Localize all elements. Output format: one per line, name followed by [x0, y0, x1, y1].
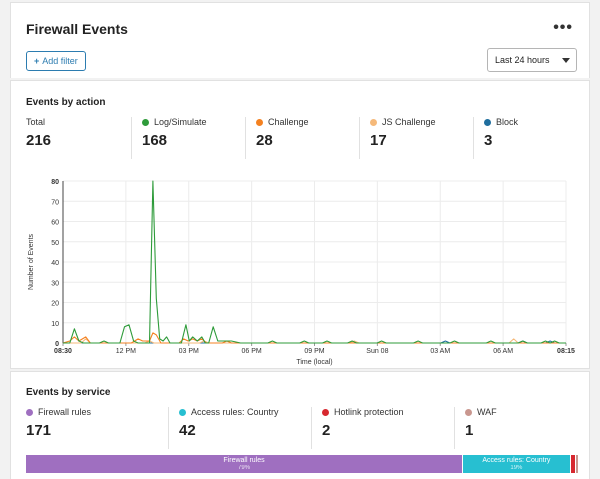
service-stats: Firewall rules 171 Access rules: Country…	[26, 407, 579, 449]
log-simulate-dot-icon	[142, 118, 149, 126]
stat-label: Log/Simulate	[154, 117, 207, 127]
x-axis-label: Time (local)	[296, 359, 332, 366]
stat-label: WAF	[477, 407, 497, 417]
segment-percent: 19%	[510, 465, 523, 471]
stat-log-simulate[interactable]: Log/Simulate 168	[131, 117, 245, 159]
access-rules-dot-icon	[179, 408, 186, 416]
events-line-chart[interactable]: 0 10 20 30 40 50 60 70 80 08:30 12 PM 03 PM 06 PM 09 …	[11, 81, 589, 368]
x-tick-label: 08:15	[557, 348, 575, 355]
header-card: Firewall Events ••• + Add filter Last 24 …	[10, 2, 590, 78]
stat-value: 42	[179, 422, 196, 439]
segment-label: Access rules: Country	[482, 457, 551, 464]
y-tick-label: 40	[51, 260, 59, 267]
x-tick-label: 12 PM	[116, 348, 136, 355]
stat-value: 216	[26, 132, 52, 149]
y-axis-label: Number of Events	[28, 233, 35, 290]
x-tick-label: 06 PM	[242, 348, 262, 355]
firewall-rules-dot-icon	[26, 408, 33, 416]
y-tick-label: 10	[51, 321, 59, 328]
y-tick-label: 20	[51, 301, 59, 308]
service-bar-segment[interactable]	[569, 455, 576, 473]
x-tick-label: 06 AM	[493, 348, 513, 355]
stat-challenge[interactable]: Challenge 28	[245, 117, 359, 159]
hotlink-dot-icon	[322, 408, 329, 416]
service-bar-segment[interactable]: Access rules: Country 19%	[462, 455, 570, 473]
stat-total: Total 216	[26, 117, 131, 159]
stat-value: 3	[484, 132, 493, 149]
x-tick-label: Sun 08	[366, 348, 388, 355]
y-tick-label: 60	[51, 220, 59, 227]
stat-access-rules-country[interactable]: Access rules: Country 42	[168, 407, 311, 449]
events-by-action-card: Events by action Total 216 Log/Simulate …	[10, 80, 590, 369]
stat-label: Access rules: Country	[191, 407, 279, 417]
x-tick-label: 03 AM	[430, 348, 450, 355]
segment-label: Firewall rules	[223, 457, 265, 464]
stat-label: JS Challenge	[382, 117, 436, 127]
stat-value: 17	[370, 132, 387, 149]
stat-hotlink-protection[interactable]: Hotlink protection 2	[311, 407, 454, 449]
service-bar-segment[interactable]	[575, 455, 578, 473]
y-tick-label: 50	[51, 240, 59, 247]
waf-dot-icon	[465, 408, 472, 416]
more-options-icon[interactable]: •••	[553, 19, 573, 36]
stat-js-challenge[interactable]: JS Challenge 17	[359, 117, 473, 159]
segment-percent: 79%	[238, 465, 251, 471]
stat-label: Block	[496, 117, 519, 127]
events-by-action-title: Events by action	[26, 97, 106, 108]
challenge-dot-icon	[256, 118, 263, 126]
stat-value: 1	[465, 422, 474, 439]
time-range-select[interactable]: Last 24 hours	[487, 48, 577, 72]
y-tick-label: 0	[55, 341, 59, 348]
stat-value: 28	[256, 132, 273, 149]
events-by-service-card: Events by service Firewall rules 171 Acc…	[10, 371, 590, 479]
service-bar-segment[interactable]: Firewall rules 79%	[26, 455, 463, 473]
stat-firewall-rules[interactable]: Firewall rules 171	[26, 407, 168, 449]
series-line-log-simulate	[63, 180, 566, 344]
y-tick-label: 80	[51, 179, 59, 186]
stat-value: 171	[26, 422, 52, 439]
stat-waf[interactable]: WAF 1	[454, 407, 554, 449]
x-tick-label: 03 PM	[179, 348, 199, 355]
x-tick-label: 09 PM	[304, 348, 324, 355]
plus-icon: +	[34, 56, 40, 66]
stat-value: 2	[322, 422, 331, 439]
js-challenge-dot-icon	[370, 118, 377, 126]
stat-label: Firewall rules	[38, 407, 92, 417]
action-stats: Total 216 Log/Simulate 168 Challenge 28 …	[26, 117, 579, 159]
stat-label: Hotlink protection	[334, 407, 404, 417]
block-dot-icon	[484, 118, 491, 126]
x-tick-label: 08:30	[54, 348, 72, 355]
time-range-value: Last 24 hours	[495, 55, 550, 65]
stat-value: 168	[142, 132, 168, 149]
add-filter-button[interactable]: + Add filter	[26, 51, 86, 71]
stat-label: Total	[26, 117, 46, 127]
add-filter-label: Add filter	[42, 56, 78, 66]
y-tick-label: 70	[51, 199, 59, 206]
events-by-service-title: Events by service	[26, 387, 111, 398]
stat-label: Challenge	[268, 117, 309, 127]
service-share-bar: Firewall rules 79% Access rules: Country 19…	[26, 455, 578, 473]
stat-block[interactable]: Block 3	[473, 117, 563, 159]
chevron-down-icon	[562, 58, 570, 63]
y-tick-label: 30	[51, 280, 59, 287]
page-title: Firewall Events	[26, 21, 128, 37]
